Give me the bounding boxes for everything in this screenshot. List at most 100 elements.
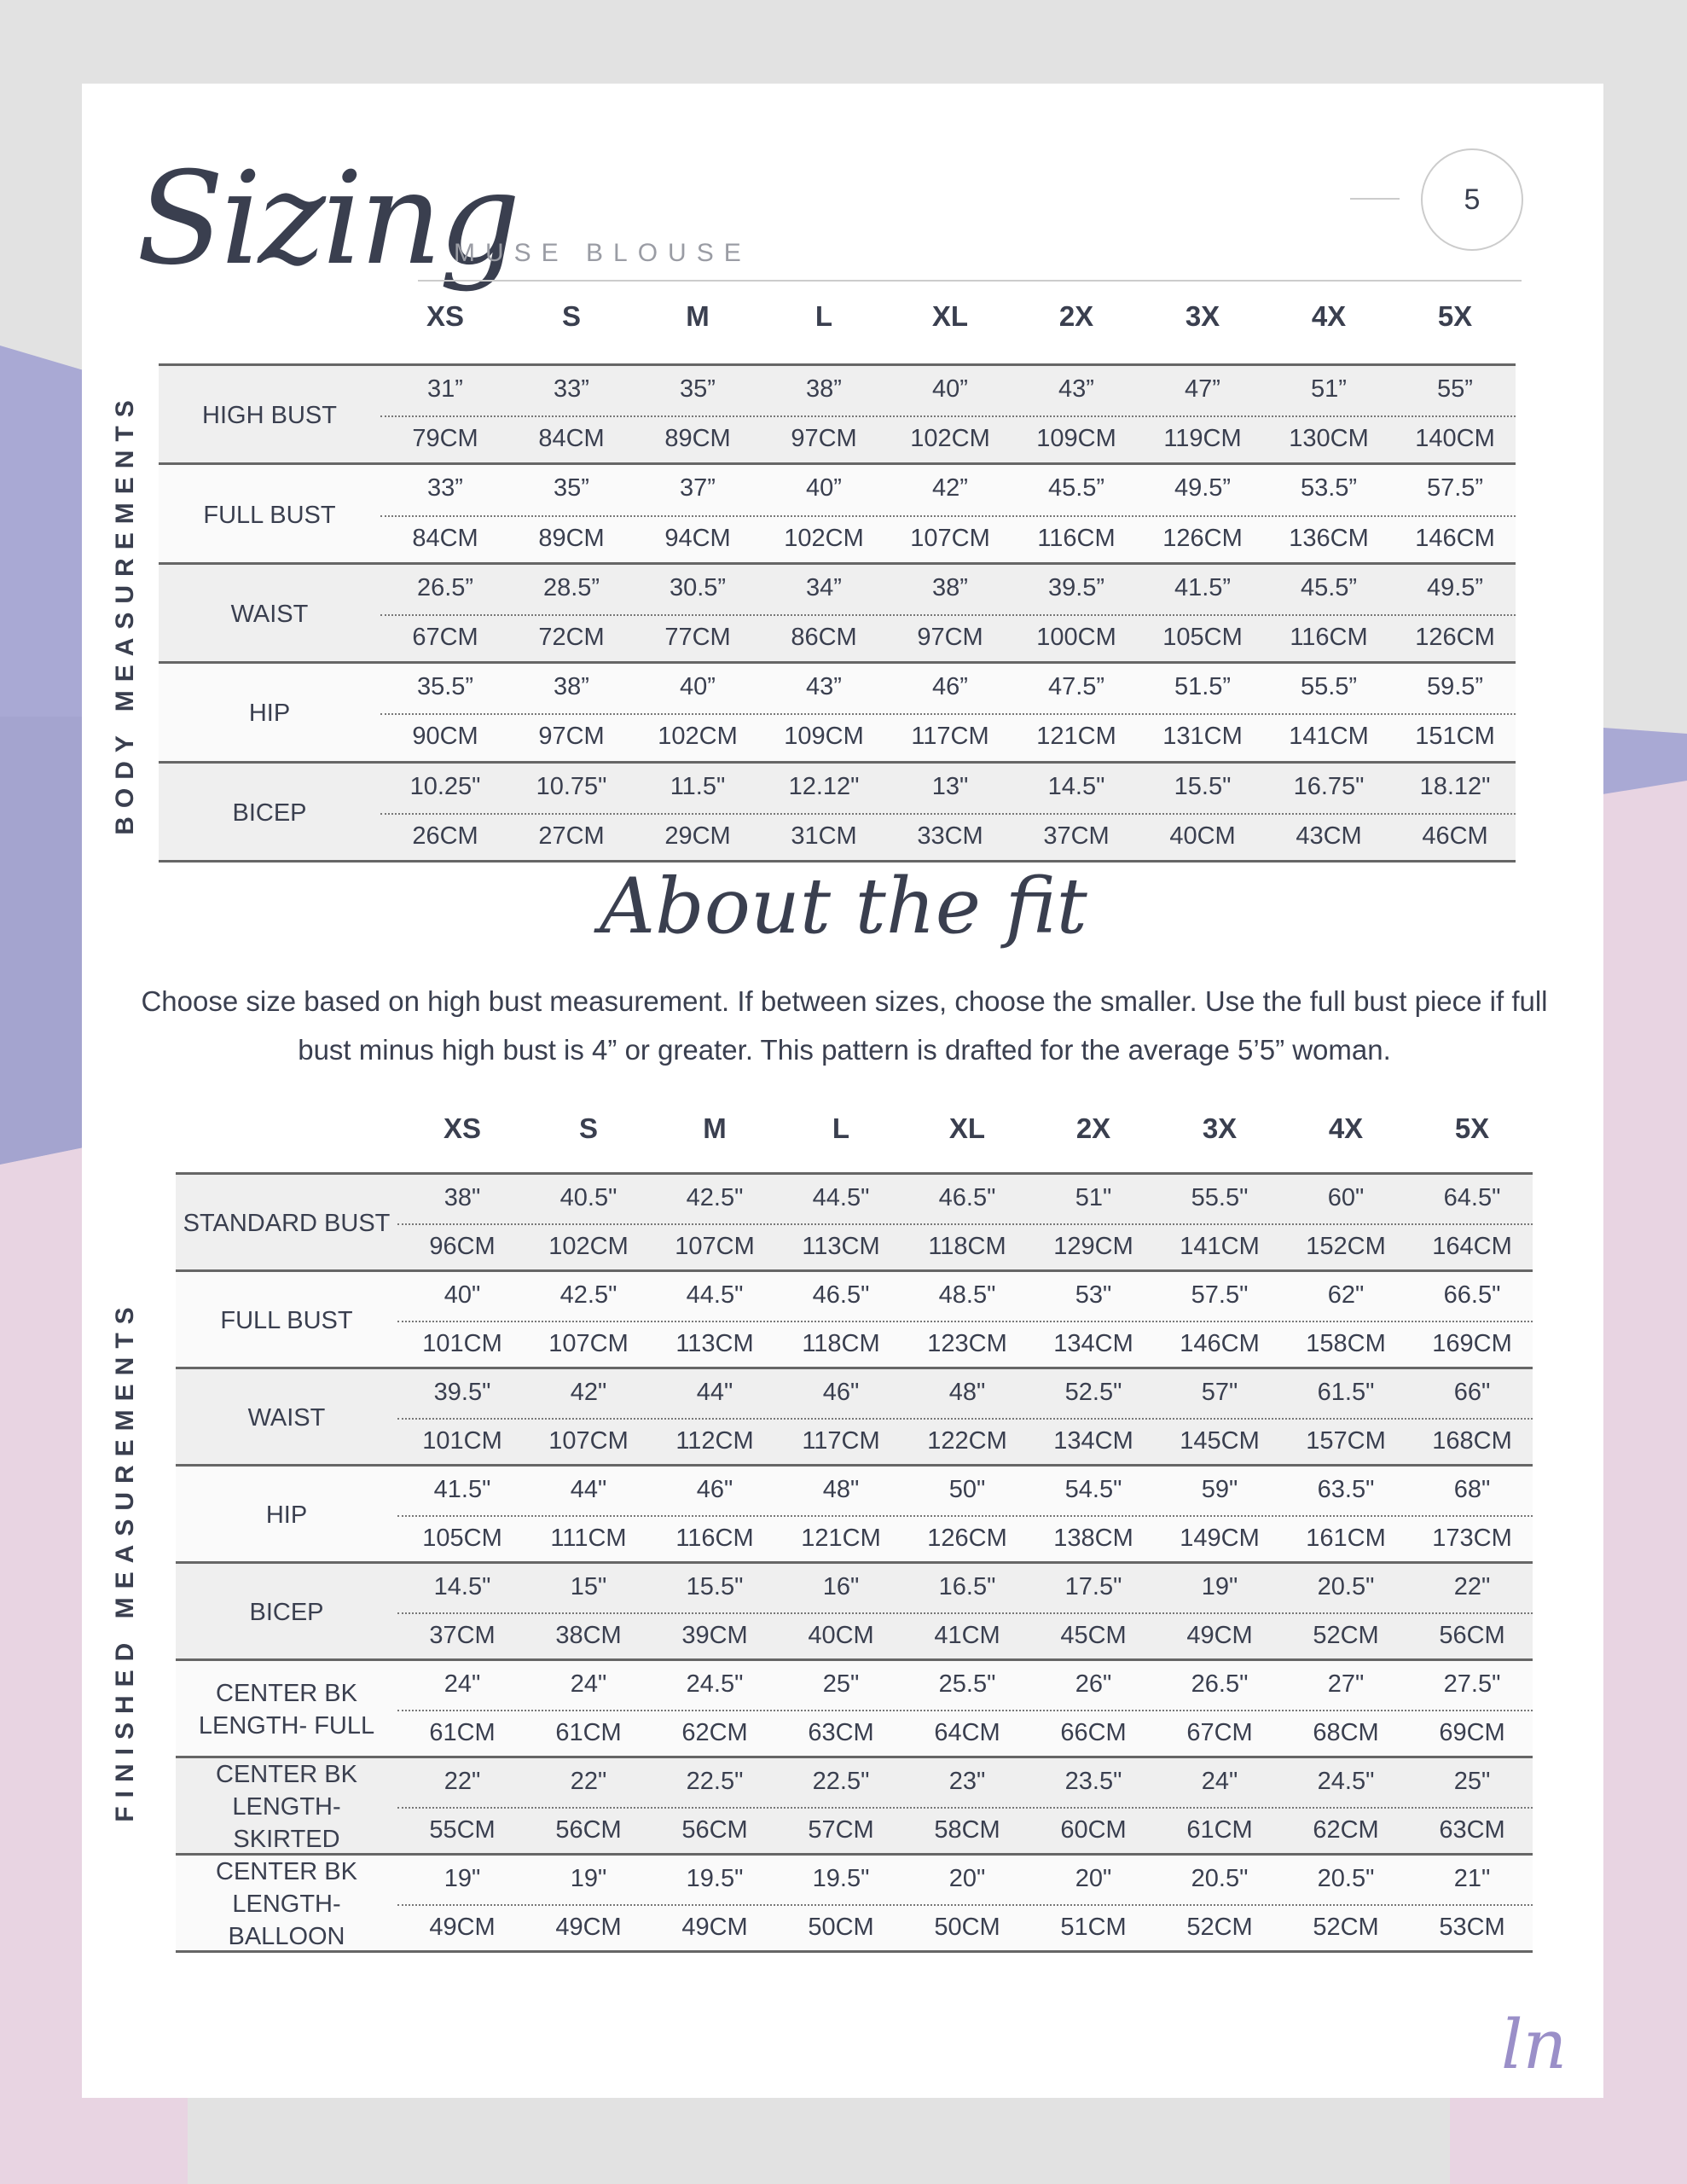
inch-value: 22.5" [812, 1767, 870, 1795]
inch-value: 22" [570, 1767, 607, 1795]
inch-value: 33” [554, 375, 589, 404]
inch-value: 38” [932, 573, 968, 601]
cm-value: 61CM [429, 1718, 496, 1746]
inch-value: 46.5" [938, 1183, 996, 1211]
cm-value: 26CM [412, 822, 478, 850]
inch-value: 19.5" [686, 1864, 744, 1892]
cm-value: 90CM [412, 723, 478, 751]
cm-value: 140CM [1415, 425, 1495, 453]
dotted-divider [397, 1418, 1533, 1420]
inch-value: 47” [1185, 375, 1220, 404]
cm-value: 122CM [927, 1426, 1007, 1455]
inch-value: 59" [1201, 1475, 1238, 1503]
cm-value: 101CM [422, 1329, 502, 1357]
size-header: 4X [1311, 300, 1347, 332]
inch-value: 46” [932, 673, 968, 701]
inch-value: 41.5” [1174, 573, 1232, 601]
cm-value: 45CM [1060, 1621, 1127, 1649]
cm-value: 161CM [1306, 1524, 1386, 1552]
cm-value: 40CM [808, 1621, 874, 1649]
cm-value: 107CM [548, 1329, 629, 1357]
cm-value: 107CM [675, 1232, 755, 1260]
inch-value: 39.5" [433, 1378, 491, 1406]
inch-value: 46" [696, 1475, 733, 1503]
measurement-row-group: WAIST 39.5" 42" 44" 46" 48" 52.5" 57" 61.5" 66" 10… [176, 1367, 1533, 1467]
row-label: CENTER BK LENGTH- SKIRTED [216, 1761, 357, 1853]
inch-value: 24" [443, 1670, 481, 1698]
cm-value: 116CM [1290, 624, 1368, 652]
inch-value: 44" [696, 1378, 733, 1406]
inch-value: 40” [806, 474, 842, 502]
cm-value: 113CM [675, 1329, 754, 1357]
dotted-divider [397, 1223, 1533, 1225]
inch-value: 48" [948, 1378, 986, 1406]
cm-value: 86CM [791, 624, 857, 652]
measurement-row-group: FULL BUST 33” 35” 37” 40” 42” 45.5” 49.5” 53.5” 5… [159, 462, 1516, 565]
cm-value: 84CM [412, 524, 478, 552]
inch-value: 20.5" [1317, 1572, 1375, 1600]
cm-value: 52CM [1313, 1621, 1379, 1649]
inch-value: 42" [570, 1378, 607, 1406]
cm-value: 168CM [1432, 1426, 1512, 1455]
inch-value: 42.5" [686, 1183, 744, 1211]
inch-value: 21" [1453, 1864, 1491, 1892]
cm-value: 117CM [911, 723, 989, 751]
cm-value: 63CM [808, 1718, 874, 1746]
inch-value: 68" [1453, 1475, 1491, 1503]
inch-value: 18.12" [1419, 772, 1491, 800]
measurement-row-group: CENTER BK LENGTH- FULL 24" 24" 24.5" 25" 25.5… [176, 1658, 1533, 1758]
inch-value: 51" [1075, 1183, 1112, 1211]
row-label: BICEP [249, 1599, 324, 1626]
inch-value: 57.5” [1426, 474, 1484, 502]
inch-value: 24" [1201, 1767, 1238, 1795]
cm-value: 89CM [664, 425, 731, 453]
cm-value: 109CM [784, 723, 864, 751]
row-label: CENTER BK LENGTH- BALLOON [216, 1858, 357, 1950]
size-header: L [832, 1112, 850, 1144]
inch-value: 60" [1327, 1183, 1365, 1211]
inch-value: 49.5” [1426, 573, 1484, 601]
cm-value: 101CM [422, 1426, 502, 1455]
cm-value: 97CM [791, 425, 857, 453]
inch-value: 38” [554, 673, 589, 701]
measurement-row-group: CENTER BK LENGTH- BALLOON 19" 19" 19.5" 19.5… [176, 1853, 1533, 1953]
cm-value: 60CM [1060, 1815, 1127, 1844]
measurement-row-group: CENTER BK LENGTH- SKIRTED 22" 22" 22.5" 22.5… [176, 1756, 1533, 1856]
inch-value: 48.5" [938, 1281, 996, 1309]
measurement-row-group: HIP 35.5” 38” 40” 43” 46” 47.5” 51.5” 55.5” 59.5”… [159, 661, 1516, 764]
cm-value: 40CM [1169, 822, 1236, 850]
inch-value: 24" [570, 1670, 607, 1698]
cm-value: 152CM [1306, 1232, 1386, 1260]
cm-value: 56CM [555, 1815, 622, 1844]
size-header: XS [426, 300, 465, 332]
inch-value: 55.5” [1300, 673, 1358, 701]
inch-value: 19" [443, 1864, 481, 1892]
size-header: 5X [1454, 1112, 1490, 1144]
size-header: S [561, 300, 581, 332]
size-header: XL [948, 1112, 986, 1144]
inch-value: 14.5" [1047, 772, 1105, 800]
inch-value: 16.75" [1293, 772, 1365, 800]
inch-value: 26.5” [416, 573, 474, 601]
inch-value: 10.25" [409, 772, 481, 800]
dotted-divider [380, 812, 1516, 815]
inch-value: 27" [1327, 1670, 1365, 1698]
table-bottom-border [176, 1950, 1533, 1953]
size-header: XS [443, 1112, 482, 1144]
inch-value: 40” [680, 673, 716, 701]
cm-value: 107CM [548, 1426, 629, 1455]
size-header: M [703, 1112, 727, 1144]
cm-value: 141CM [1180, 1232, 1260, 1260]
cm-value: 102CM [910, 425, 990, 453]
size-header: 5X [1437, 300, 1473, 332]
inch-value: 48" [822, 1475, 860, 1503]
cm-value: 89CM [538, 524, 605, 552]
cm-value: 105CM [422, 1524, 502, 1552]
inch-value: 23" [948, 1767, 986, 1795]
row-label: STANDARD BUST [183, 1210, 391, 1237]
inch-value: 27.5" [1443, 1670, 1501, 1698]
inch-value: 20" [1075, 1864, 1112, 1892]
inch-value: 15.5" [686, 1572, 744, 1600]
cm-value: 102CM [548, 1232, 629, 1260]
inch-value: 43” [806, 673, 842, 701]
